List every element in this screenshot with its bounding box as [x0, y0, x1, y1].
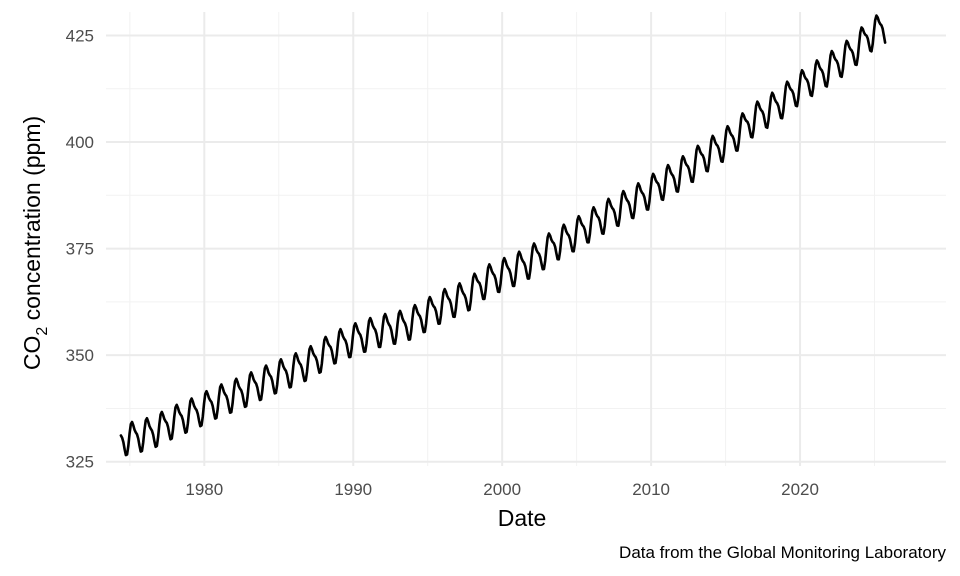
co2-series-line [119, 14, 887, 457]
x-tick-label: 1980 [185, 480, 223, 499]
y-tick-label: 325 [66, 453, 94, 472]
x-tick-label: 2010 [632, 480, 670, 499]
y-tick-label: 425 [66, 26, 94, 45]
x-tick-label: 1990 [334, 480, 372, 499]
y-tick-label: 375 [66, 240, 94, 259]
y-tick-label: 350 [66, 346, 94, 365]
x-tick-labels: 1980 1990 2000 2010 2020 [185, 480, 819, 499]
y-tick-labels: 325 350 375 400 425 [66, 26, 94, 471]
x-tick-label: 2000 [483, 480, 521, 499]
major-gridlines-x [203, 12, 802, 466]
minor-gridlines-y [106, 88, 946, 409]
y-axis-title-main: CO [19, 336, 45, 371]
y-tick-label: 400 [66, 133, 94, 152]
chart-caption: Data from the Global Monitoring Laborato… [619, 543, 946, 562]
x-tick-label: 2020 [781, 480, 819, 499]
y-axis-title-rest: concentration (ppm) [19, 116, 45, 327]
y-axis-title-subscript: 2 [34, 327, 51, 336]
y-axis-title: CO2 concentration (ppm) [19, 116, 51, 370]
x-axis-title: Date [498, 505, 547, 531]
major-gridlines-y [106, 34, 946, 463]
minor-gridlines-x [129, 12, 876, 466]
series-layer [119, 14, 887, 457]
